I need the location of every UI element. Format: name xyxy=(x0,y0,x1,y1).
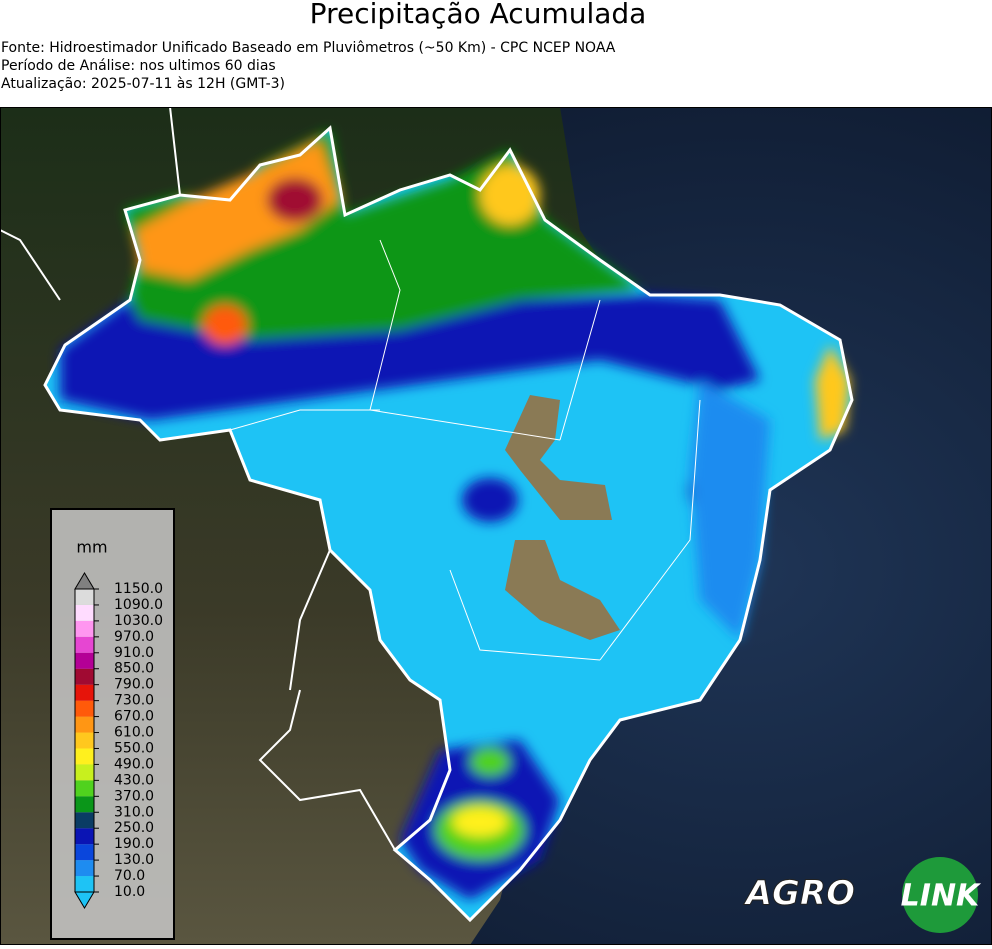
colorbar-bin xyxy=(75,620,94,637)
colorbar-bin xyxy=(75,732,94,749)
colorbar-bin xyxy=(75,860,94,877)
colorbar-tick-label: 10.0 xyxy=(114,884,145,900)
colorbar-bin xyxy=(75,652,94,669)
colorbar-bin xyxy=(75,636,94,653)
colorbar-bin xyxy=(75,796,94,813)
colorbar-outline xyxy=(74,588,95,893)
colorbar-bin xyxy=(75,684,94,701)
colorbar-tick-label: 490.0 xyxy=(114,756,154,772)
colorbar-box xyxy=(50,508,175,940)
colorbar-bin xyxy=(75,668,94,685)
no-data-area xyxy=(505,395,612,520)
colorbar-tick-label: 1030.0 xyxy=(114,613,163,629)
colorbar-unit: mm xyxy=(76,538,107,557)
colorbar-tick-label: 850.0 xyxy=(114,661,154,677)
colorbar: mm 10.070.0130.0190.0250.0310.0370.0430.… xyxy=(50,508,175,940)
colorbar-tick-label: 970.0 xyxy=(114,629,154,645)
colorbar-tick-label: 430.0 xyxy=(114,772,154,788)
colorbar-tick-label: 1090.0 xyxy=(114,597,163,613)
colorbar-tick-label: 670.0 xyxy=(114,709,154,725)
colorbar-tick-label: 730.0 xyxy=(114,693,154,709)
colorbar-bin xyxy=(75,716,94,733)
colorbar-bin xyxy=(75,700,94,717)
colorbar-tick-label: 130.0 xyxy=(114,852,154,868)
logo-text: LINK xyxy=(901,879,982,914)
state-borders xyxy=(229,239,701,661)
country-borders xyxy=(0,106,396,851)
colorbar-tick-label: 610.0 xyxy=(114,725,154,741)
source-line: Fonte: Hidroestimador Unificado Baseado … xyxy=(1,40,616,56)
colorbar-bin xyxy=(75,828,94,845)
colorbar-tick-label: 550.0 xyxy=(114,740,154,756)
colorbar-tick-label: 790.0 xyxy=(114,677,154,693)
colorbar-tick-label: 310.0 xyxy=(114,804,154,820)
colorbar-tick-label: 190.0 xyxy=(114,836,154,852)
colorbar-bin xyxy=(75,764,94,781)
period-line: Período de Análise: nos ultimos 60 dias xyxy=(1,58,276,74)
logo-circle xyxy=(902,857,978,933)
colorbar-tick-label: 1150.0 xyxy=(114,581,163,597)
border xyxy=(43,125,854,923)
colorbar-tick-label: 70.0 xyxy=(114,868,145,884)
no-data-area xyxy=(505,540,620,640)
colorbar-tick-label: 370.0 xyxy=(114,788,154,804)
colorbar-bin xyxy=(75,604,94,621)
colorbar-tick-label: 910.0 xyxy=(114,645,154,661)
logo-text: AGRO xyxy=(743,874,855,914)
colorbar-bin xyxy=(75,748,94,765)
logo: AGRO LINK xyxy=(742,857,982,933)
colorbar-bin xyxy=(75,812,94,829)
title: Precipitação Acumulada xyxy=(310,0,647,30)
update-line: Atualização: 2025-07-11 às 12H (GMT-3) xyxy=(1,76,285,92)
colorbar-bin xyxy=(75,589,94,605)
colorbar-bin xyxy=(75,876,94,892)
colorbar-bin xyxy=(75,780,94,797)
colorbar-bin xyxy=(75,844,94,861)
colorbar-tick-label: 250.0 xyxy=(114,820,154,836)
